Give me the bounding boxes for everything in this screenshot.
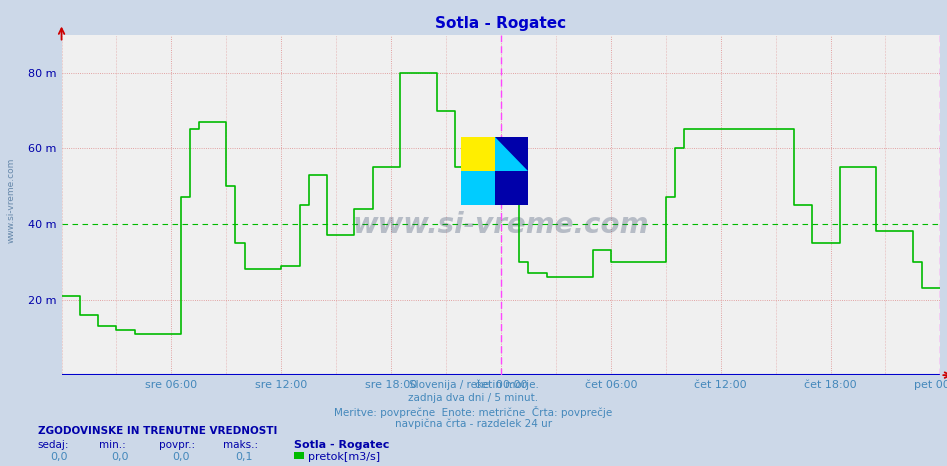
Bar <box>495 137 528 171</box>
Bar <box>495 171 528 205</box>
Text: maks.:: maks.: <box>223 440 258 450</box>
Text: 0,0: 0,0 <box>50 452 67 462</box>
Bar <box>461 137 495 171</box>
Polygon shape <box>461 171 495 205</box>
Text: Slovenija / reke in morje.: Slovenija / reke in morje. <box>408 380 539 390</box>
Text: Sotla - Rogatec: Sotla - Rogatec <box>294 440 389 450</box>
Text: Meritve: povprečne  Enote: metrične  Črta: povprečje: Meritve: povprečne Enote: metrične Črta:… <box>334 406 613 418</box>
Text: ZGODOVINSKE IN TRENUTNE VREDNOSTI: ZGODOVINSKE IN TRENUTNE VREDNOSTI <box>38 426 277 436</box>
Title: Sotla - Rogatec: Sotla - Rogatec <box>436 16 566 31</box>
Bar <box>461 171 495 205</box>
Text: zadnja dva dni / 5 minut.: zadnja dva dni / 5 minut. <box>408 393 539 403</box>
Text: pretok[m3/s]: pretok[m3/s] <box>308 452 380 462</box>
Text: www.si-vreme.com: www.si-vreme.com <box>7 158 16 243</box>
Text: navpična črta - razdelek 24 ur: navpična črta - razdelek 24 ur <box>395 419 552 430</box>
Text: 0,0: 0,0 <box>172 452 189 462</box>
Text: sedaj:: sedaj: <box>38 440 69 450</box>
Text: 0,1: 0,1 <box>235 452 252 462</box>
Text: www.si-vreme.com: www.si-vreme.com <box>352 212 650 240</box>
Polygon shape <box>495 137 528 171</box>
Text: min.:: min.: <box>99 440 126 450</box>
Text: 0,0: 0,0 <box>112 452 129 462</box>
Text: povpr.:: povpr.: <box>159 440 195 450</box>
